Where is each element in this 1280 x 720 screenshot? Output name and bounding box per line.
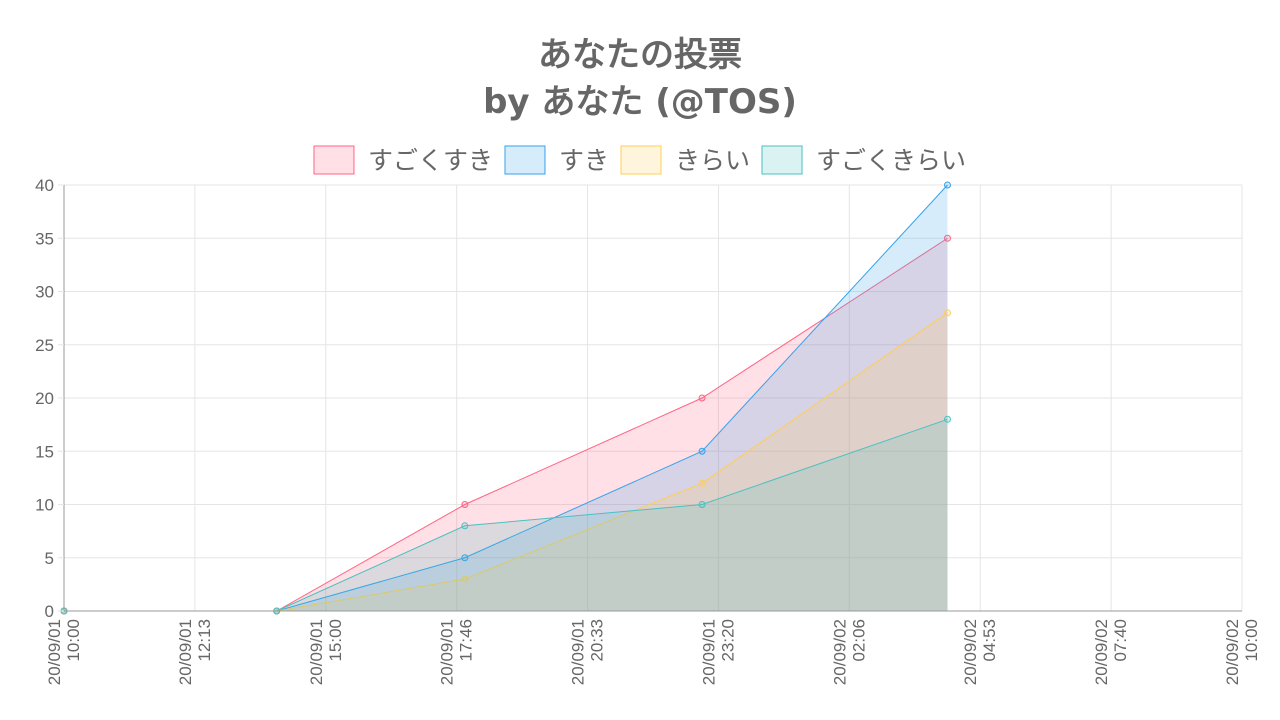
series-point-2-2 [461,575,469,583]
y-tick-label: 0 [45,602,54,621]
grid [63,184,1243,612]
x-tick-date: 20/09/02 [1092,619,1111,685]
x-tick-date: 20/09/02 [1223,619,1242,685]
legend[interactable]: すごくすき すき きらい すごくきらい [313,145,966,175]
legend-item-2[interactable]: きらい [620,145,750,175]
x-tick-label: 20/09/01 17:46 [438,619,476,685]
legend-swatch [620,145,662,175]
x-tick-time: 10:00 [64,619,83,662]
x-tick-label: 20/09/01 20:33 [569,619,607,685]
x-tick-date: 20/09/01 [45,619,64,685]
x-tick-label: 20/09/01 15:00 [307,619,345,685]
legend-label: すごくすき [368,146,493,175]
legend-label: すごくきらい [816,146,966,175]
y-tick-label: 5 [45,549,54,568]
x-tick-date: 20/09/01 [699,619,718,685]
y-tick-label: 20 [35,389,54,408]
series-area-3 [64,419,948,611]
y-tick-label: 25 [35,336,54,355]
x-tick-time: 20:33 [588,619,607,662]
chart-title-line-2: by あなた (@TOS) [483,82,797,122]
x-tick-date: 20/09/02 [830,619,849,685]
series-point-2-3 [698,479,706,487]
x-tick-time: 04:53 [980,619,999,662]
x-tick-date: 20/09/01 [438,619,457,685]
series-point-0-3 [698,394,706,402]
legend-item-0[interactable]: すごくすき [313,145,493,175]
x-tick-label: 20/09/02 02:06 [830,619,868,685]
chart-title-line-1: あなたの投票 [538,35,742,75]
series-point-3-4 [944,415,951,423]
x-tick-time: 10:00 [1242,619,1261,662]
x-tick-time: 23:20 [718,619,737,662]
y-tick-label: 10 [35,496,54,515]
x-tick-date: 20/09/01 [307,619,326,685]
x-tick-date: 20/09/02 [961,619,980,685]
x-tick-label: 20/09/01 10:00 [45,619,83,685]
y-tick-label: 35 [35,229,54,248]
y-tick-label: 40 [35,176,54,195]
x-tick-label: 20/09/01 23:20 [699,619,737,685]
legend-swatch [504,145,546,175]
legend-label: すき [559,146,609,175]
series-point-1-2 [461,554,469,562]
series-area-2 [64,312,948,611]
x-axis-ticks: 20/09/01 10:00 20/09/01 12:13 20/09/01 15:00 2… [45,619,1261,685]
x-tick-time: 12:13 [195,619,214,662]
x-tick-label: 20/09/01 12:13 [176,619,214,685]
series-area-1 [64,185,948,611]
legend-item-3[interactable]: すごくきらい [761,145,966,175]
series-point-3-2 [461,522,469,530]
legend-label: きらい [675,146,750,175]
x-tick-time: 17:46 [457,619,476,662]
x-tick-time: 02:06 [849,619,868,662]
y-tick-label: 30 [35,283,54,302]
legend-swatch [761,145,803,175]
legend-swatch [313,145,355,175]
y-tick-label: 15 [35,442,54,461]
x-tick-label: 20/09/02 04:53 [961,619,999,685]
x-tick-date: 20/09/01 [569,619,588,685]
x-tick-time: 07:40 [1111,619,1130,662]
x-tick-label: 20/09/02 10:00 [1223,619,1261,685]
series-point-1-4 [944,181,951,189]
series-point-0-2 [461,501,469,508]
y-axis-ticks: 0 5 10 15 20 25 30 35 40 [35,176,64,621]
series-area-0 [64,238,948,611]
x-tick-date: 20/09/01 [176,619,195,685]
legend-item-1[interactable]: すき [504,145,609,175]
series-point-2-4 [944,309,951,317]
x-tick-label: 20/09/02 07:40 [1092,619,1130,685]
series-point-0-4 [944,234,951,242]
series-point-3-3 [698,501,706,508]
x-tick-time: 15:00 [326,619,345,662]
series-point-1-3 [698,447,706,455]
